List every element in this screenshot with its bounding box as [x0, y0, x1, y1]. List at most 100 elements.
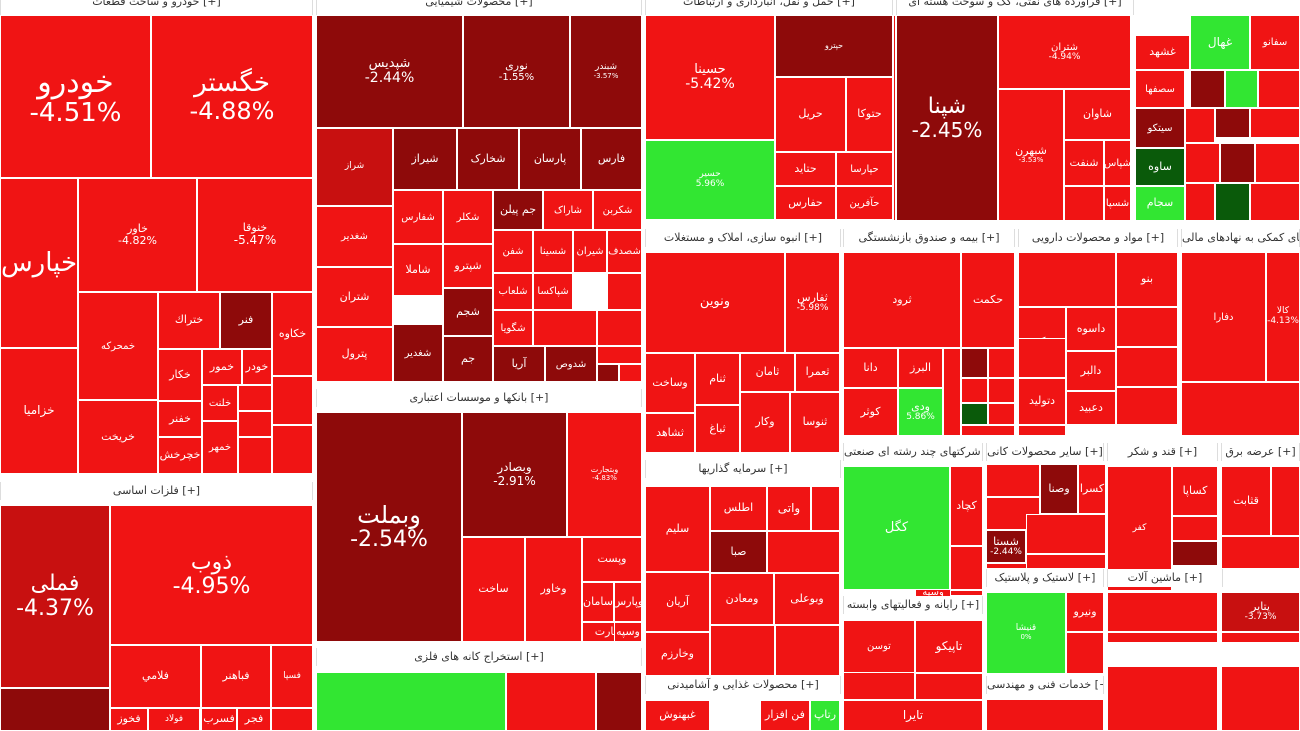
treemap-tile[interactable]: شاملا	[393, 244, 443, 296]
treemap-tile[interactable]	[1250, 183, 1300, 221]
treemap-tile[interactable]: فلامي	[110, 645, 201, 708]
treemap-tile[interactable]: خزامیا	[0, 348, 78, 474]
treemap-tile[interactable]: ثباغ	[695, 405, 740, 453]
treemap-tile[interactable]	[1271, 466, 1300, 536]
treemap-tile[interactable]: تایرا	[843, 700, 983, 731]
treemap-tile[interactable]: وبوعلی	[774, 573, 840, 625]
treemap-tile[interactable]: سفانو	[1250, 15, 1300, 70]
treemap-tile[interactable]: ثنام	[695, 353, 740, 405]
group-header[interactable]: حمل و نقل، انبارداری و ارتباطات [+]	[645, 0, 893, 15]
treemap-tile[interactable]: وخاور	[525, 537, 582, 642]
treemap-tile[interactable]: خودرو -4.51%	[0, 15, 151, 178]
treemap-tile[interactable]: شپاس	[1104, 140, 1131, 186]
treemap-tile[interactable]: شستا -2.44%	[986, 530, 1026, 563]
treemap-tile[interactable]: البرز	[898, 348, 943, 388]
treemap-tile[interactable]	[596, 672, 642, 731]
treemap-tile[interactable]: شراز	[316, 128, 393, 206]
treemap-tile[interactable]: ثشاهد	[645, 413, 695, 453]
treemap-tile[interactable]: حسینا -5.42%	[645, 15, 775, 140]
treemap-tile[interactable]: سیتکو	[1135, 108, 1185, 148]
treemap-tile[interactable]: شغدیر	[393, 324, 443, 382]
treemap-tile[interactable]: واتی	[767, 486, 811, 531]
treemap-tile[interactable]	[988, 348, 1015, 378]
treemap-tile[interactable]: دتولید	[1018, 378, 1066, 425]
treemap-tile[interactable]	[607, 273, 642, 310]
treemap-tile[interactable]: غهال	[1190, 15, 1250, 70]
treemap-tile[interactable]: فنر	[220, 292, 272, 349]
group-header[interactable]: استخراج کانه های فلزی [+]	[316, 648, 642, 666]
treemap-tile[interactable]: آریا	[493, 346, 545, 382]
treemap-tile[interactable]: شسپا	[1104, 186, 1131, 221]
treemap-tile[interactable]: خمحرکه	[78, 292, 158, 400]
treemap-tile[interactable]: شخارک	[457, 128, 519, 190]
treemap-tile[interactable]: صبا	[710, 531, 767, 573]
treemap-tile[interactable]: فباهنر	[201, 645, 271, 708]
treemap-tile[interactable]: وبملت -2.54%	[316, 412, 462, 642]
treemap-tile[interactable]: وخارزم	[645, 632, 710, 676]
group-header[interactable]: خودرو و ساخت قطعات [+]	[0, 0, 313, 15]
treemap-tile[interactable]	[1221, 666, 1300, 731]
treemap-tile[interactable]	[0, 688, 110, 731]
treemap-tile[interactable]: ساخت	[462, 537, 525, 642]
treemap-tile[interactable]: ثعمرا	[795, 353, 840, 392]
treemap-tile[interactable]	[1258, 70, 1300, 108]
treemap-tile[interactable]: شتران	[316, 267, 393, 327]
treemap-tile[interactable]	[988, 403, 1015, 425]
treemap-tile[interactable]: حریل	[775, 77, 846, 152]
treemap-tile[interactable]: شاوان	[1064, 89, 1131, 140]
treemap-tile[interactable]	[1221, 632, 1300, 643]
treemap-tile[interactable]: فسپا	[271, 645, 313, 708]
treemap-tile[interactable]	[961, 348, 988, 378]
treemap-tile[interactable]: شفن	[493, 230, 533, 273]
treemap-tile[interactable]: فولاد	[148, 708, 200, 731]
treemap-tile[interactable]: خپارس	[0, 178, 78, 348]
treemap-tile[interactable]	[1107, 592, 1218, 632]
treemap-tile[interactable]	[1026, 554, 1106, 569]
treemap-tile[interactable]: تکوثر	[1018, 338, 1066, 378]
group-header[interactable]: انبوه سازی، املاک و مستغلات [+]	[645, 229, 841, 247]
treemap-tile[interactable]: وساخت	[645, 353, 695, 413]
treemap-tile[interactable]: آریان	[645, 572, 710, 632]
treemap-tile[interactable]: شپدیس -2.44%	[316, 15, 463, 128]
treemap-tile[interactable]	[1116, 347, 1178, 387]
treemap-tile[interactable]: پارسان	[519, 128, 581, 190]
treemap-tile[interactable]	[238, 385, 272, 411]
treemap-tile[interactable]: فن افزار	[760, 700, 810, 731]
treemap-tile[interactable]	[506, 672, 596, 731]
treemap-tile[interactable]: خمور	[202, 349, 242, 385]
treemap-tile[interactable]: کالا -4.13%	[1266, 252, 1300, 382]
treemap-tile[interactable]: حفارس	[775, 186, 836, 220]
group-header[interactable]: محصولات غذایی و آشامیدنی [+]	[645, 676, 841, 694]
treemap-tile[interactable]: شدوص	[545, 346, 597, 382]
treemap-tile[interactable]: اطلس	[710, 486, 767, 531]
treemap-tile[interactable]	[710, 625, 775, 676]
treemap-tile[interactable]: خودر	[242, 349, 272, 385]
treemap-tile[interactable]: حکمت	[961, 252, 1015, 348]
treemap-tile[interactable]: حتاید	[775, 152, 836, 186]
treemap-tile[interactable]: شبندر -3.57%	[570, 15, 642, 128]
treemap-tile[interactable]: شبهرن -3.53%	[998, 89, 1064, 221]
treemap-tile[interactable]	[775, 625, 840, 676]
group-header[interactable]: شرکتهای چند رشته ای صنعتی [+]	[843, 443, 983, 461]
treemap-tile[interactable]	[272, 376, 313, 425]
treemap-tile[interactable]: تاپیکو	[915, 620, 983, 673]
treemap-tile[interactable]: حسیر 5.96%	[645, 140, 775, 220]
treemap-tile[interactable]	[1225, 70, 1258, 108]
treemap-tile[interactable]: غشهد	[1135, 35, 1190, 70]
treemap-tile[interactable]: کگل	[843, 466, 950, 590]
treemap-tile[interactable]	[986, 699, 1104, 731]
treemap-tile[interactable]: وسپه	[614, 622, 642, 642]
treemap-tile[interactable]	[1220, 143, 1255, 183]
treemap-tile[interactable]	[1215, 183, 1250, 221]
treemap-tile[interactable]	[893, 15, 896, 221]
treemap-tile[interactable]	[1190, 70, 1225, 108]
treemap-tile[interactable]: وبصادر -2.91%	[462, 412, 567, 537]
treemap-tile[interactable]: ساوه	[1135, 148, 1185, 186]
group-header[interactable]: قند و شکر [+]	[1107, 443, 1218, 461]
treemap-tile[interactable]: توسن	[843, 620, 915, 673]
treemap-tile[interactable]	[533, 310, 597, 346]
treemap-tile[interactable]: وکار	[740, 392, 790, 453]
treemap-tile[interactable]: جم	[443, 336, 493, 382]
treemap-tile[interactable]: قنیشا 0%	[986, 592, 1066, 674]
treemap-tile[interactable]	[988, 378, 1015, 403]
